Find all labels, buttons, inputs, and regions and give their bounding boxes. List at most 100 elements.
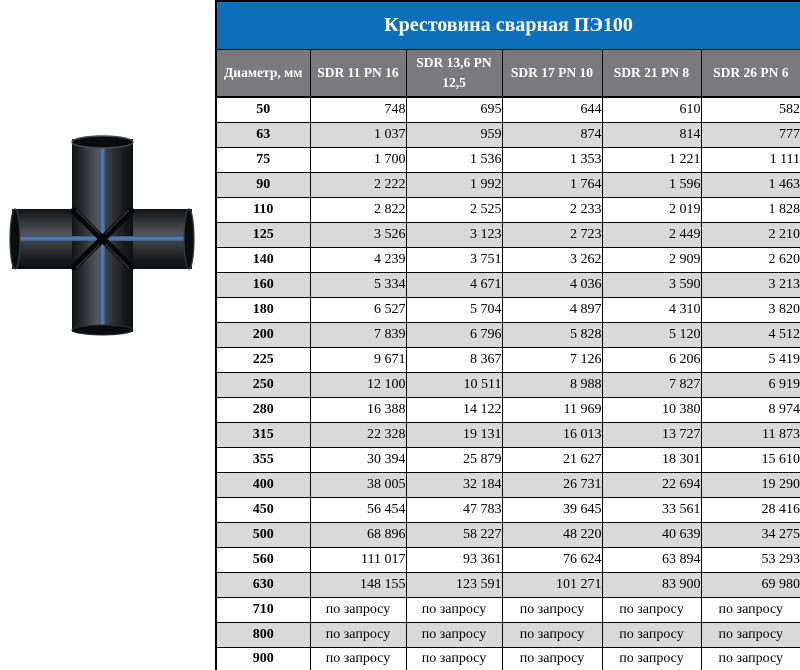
price-cell: 26 731 (501, 471, 603, 498)
cross-fitting-image (9, 135, 195, 336)
price-cell: 7 839 (309, 321, 407, 348)
price-cell: 68 896 (309, 521, 407, 548)
table-row-110: 110 2 822 2 525 2 233 2 019 1 828 (215, 196, 800, 223)
price-cell: 5 704 (405, 296, 503, 323)
column-header-1: SDR 11 PN 16 (309, 49, 407, 98)
price-cell: 2 723 (501, 221, 603, 248)
price-cell: 8 974 (700, 396, 800, 423)
diameter-cell: 160 (215, 271, 311, 298)
price-cell: 6 527 (309, 296, 407, 323)
column-header-4: SDR 21 PN 8 (601, 49, 702, 98)
column-header-3: SDR 17 PN 10 (501, 49, 603, 98)
price-cell: 2 233 (501, 196, 603, 223)
price-cell: 11 873 (700, 421, 800, 448)
price-cell: по запросу (700, 621, 800, 648)
diameter-cell: 710 (215, 596, 311, 623)
table-row-450: 450 56 454 47 783 39 645 33 561 28 416 (215, 496, 800, 523)
price-cell: 4 512 (700, 321, 800, 348)
price-cell: 2 449 (601, 221, 702, 248)
diameter-cell: 280 (215, 396, 311, 423)
price-cell: 12 100 (309, 371, 407, 398)
price-table: Крестовина сварная ПЭ100 Диаметр, мм SDR … (215, 0, 800, 670)
price-cell: по запросу (601, 621, 702, 648)
price-cell: 5 419 (700, 346, 800, 373)
price-cell: 14 122 (405, 396, 503, 423)
price-cell: 9 671 (309, 346, 407, 373)
table-title: Крестовина сварная ПЭ100 (215, 0, 800, 50)
table-row-75: 75 1 700 1 536 1 353 1 221 1 111 (215, 146, 800, 173)
price-cell: по запросу (405, 621, 503, 648)
price-cell: 3 213 (700, 271, 800, 298)
price-cell: 4 671 (405, 271, 503, 298)
price-cell: 28 416 (700, 496, 800, 523)
price-cell: 1 536 (405, 146, 503, 173)
price-cell: 76 624 (501, 546, 603, 573)
price-cell: 39 645 (501, 496, 603, 523)
price-cell: 2 222 (309, 171, 407, 198)
price-cell: по запросу (601, 646, 702, 670)
price-cell: 3 123 (405, 221, 503, 248)
table-row-180: 180 6 527 5 704 4 897 4 310 3 820 (215, 296, 800, 323)
price-cell: 13 727 (601, 421, 702, 448)
price-cell: 6 796 (405, 321, 503, 348)
price-cell: 1 700 (309, 146, 407, 173)
price-cell: по запросу (309, 596, 407, 623)
diameter-cell: 50 (215, 96, 311, 123)
price-cell: 111 017 (309, 546, 407, 573)
product-photo (8, 130, 200, 342)
price-cell: 30 394 (309, 446, 407, 473)
price-cell: 58 227 (405, 521, 503, 548)
diameter-cell: 200 (215, 321, 311, 348)
diameter-cell: 800 (215, 621, 311, 648)
table-row-63: 63 1 037 959 874 814 777 (215, 121, 800, 148)
price-cell: 8 367 (405, 346, 503, 373)
price-cell: 3 751 (405, 246, 503, 273)
table-row-500: 500 68 896 58 227 48 220 40 639 34 275 (215, 521, 800, 548)
diameter-cell: 315 (215, 421, 311, 448)
table-row-355: 355 30 394 25 879 21 627 18 301 15 610 (215, 446, 800, 473)
table-row-125: 125 3 526 3 123 2 723 2 449 2 210 (215, 221, 800, 248)
price-cell: 874 (501, 121, 603, 148)
price-cell: 1 596 (601, 171, 702, 198)
price-cell: 10 380 (601, 396, 702, 423)
price-cell: 48 220 (501, 521, 603, 548)
diameter-cell: 900 (215, 646, 311, 670)
price-cell: 4 310 (601, 296, 702, 323)
table-row-280: 280 16 388 14 122 11 969 10 380 8 974 (215, 396, 800, 423)
bottom-end (71, 324, 134, 336)
price-cell: 123 591 (405, 571, 503, 598)
price-cell: 4 036 (501, 271, 603, 298)
price-cell: 38 005 (309, 471, 407, 498)
diameter-cell: 180 (215, 296, 311, 323)
price-cell: 40 639 (601, 521, 702, 548)
price-cell: 2 909 (601, 246, 702, 273)
price-cell: 2 019 (601, 196, 702, 223)
price-cell: 959 (405, 121, 503, 148)
price-cell: 33 561 (601, 496, 702, 523)
price-cell: 1 463 (700, 171, 800, 198)
price-cell: 19 131 (405, 421, 503, 448)
price-cell: 644 (501, 96, 603, 123)
price-cell: по запросу (601, 596, 702, 623)
price-cell: 2 620 (700, 246, 800, 273)
column-header-0: Диаметр, мм (215, 49, 311, 98)
table-row-315: 315 22 328 19 131 16 013 13 727 11 873 (215, 421, 800, 448)
price-cell: 582 (700, 96, 800, 123)
price-cell: 777 (700, 121, 800, 148)
table-body: 50 748 695 644 610 582 63 1 037 959 874 814 777 75 1 … (215, 96, 800, 670)
diameter-cell: 63 (215, 121, 311, 148)
price-cell: 6 919 (700, 371, 800, 398)
right-end (183, 208, 195, 270)
column-header-5: SDR 26 PN 6 (700, 49, 800, 98)
price-cell: 5 120 (601, 321, 702, 348)
price-cell: 3 820 (700, 296, 800, 323)
price-cell: 22 694 (601, 471, 702, 498)
price-cell: 32 184 (405, 471, 503, 498)
table-row-225: 225 9 671 8 367 7 126 6 206 5 419 (215, 346, 800, 373)
diameter-cell: 125 (215, 221, 311, 248)
price-cell: 4 239 (309, 246, 407, 273)
price-cell: 93 361 (405, 546, 503, 573)
price-cell: по запросу (309, 621, 407, 648)
table-row-710: 710 по запросу по запросу по запросу по запр… (215, 596, 800, 623)
